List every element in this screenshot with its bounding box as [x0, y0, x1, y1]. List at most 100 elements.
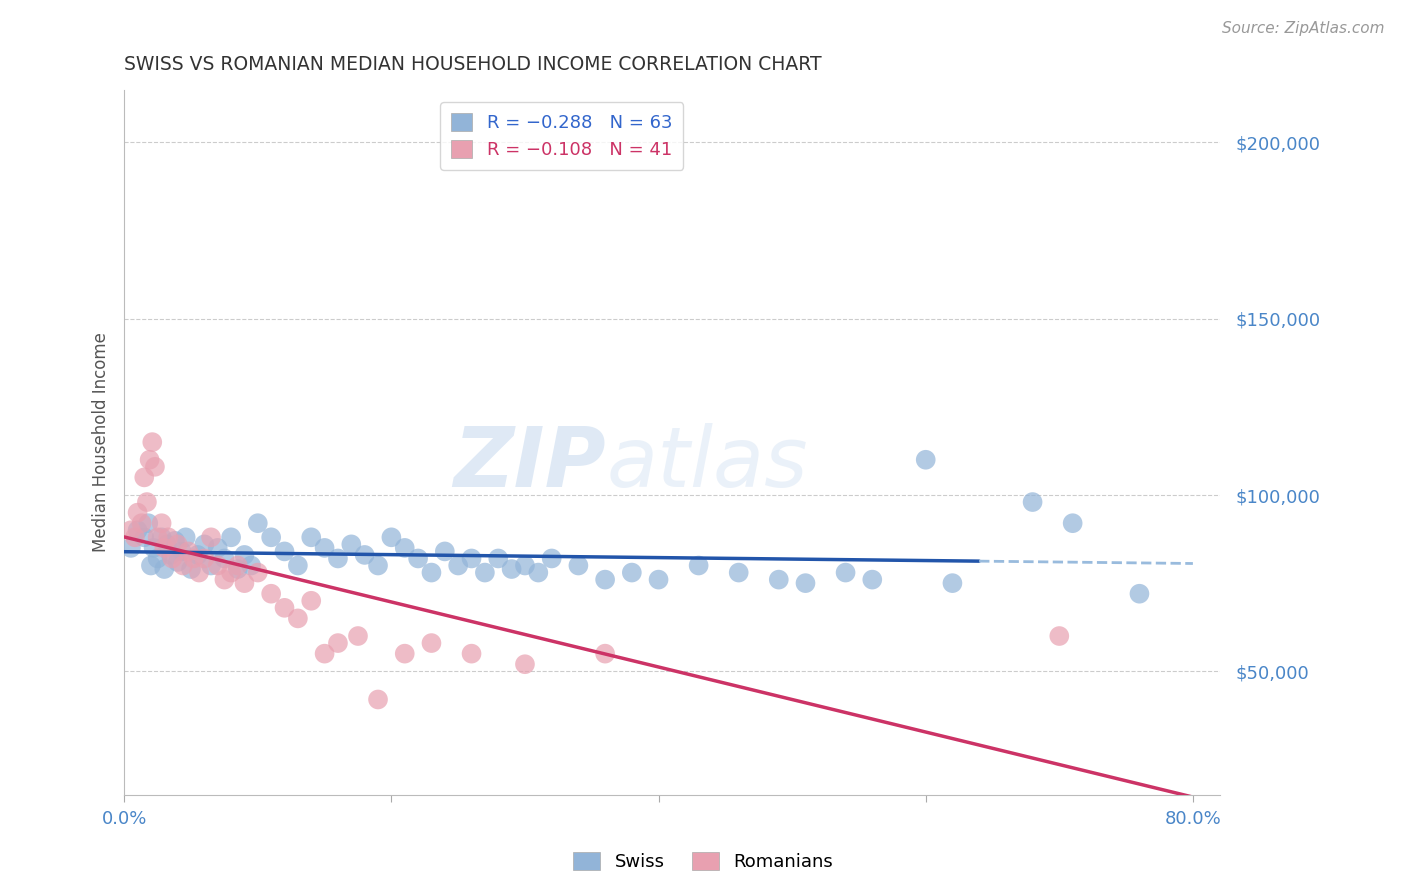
Point: [150, 516, 173, 531]
Point: [134, 470, 156, 484]
Point: [567, 558, 589, 573]
Point: [160, 548, 183, 562]
Point: [200, 530, 222, 544]
Point: [226, 562, 249, 576]
Point: [170, 544, 193, 558]
Point: [127, 523, 149, 537]
Point: [727, 566, 749, 580]
Point: [136, 516, 159, 531]
Point: [260, 530, 283, 544]
Point: [139, 558, 162, 573]
Point: [157, 530, 180, 544]
Point: [219, 566, 242, 580]
Point: [120, 541, 142, 555]
Point: [941, 576, 963, 591]
Y-axis label: Median Household Income: Median Household Income: [93, 332, 110, 552]
Point: [367, 692, 389, 706]
Point: [207, 541, 229, 555]
Point: [207, 558, 229, 573]
Text: ZIP: ZIP: [454, 423, 606, 504]
Point: [394, 647, 416, 661]
Point: [287, 611, 309, 625]
Point: [1047, 629, 1070, 643]
Point: [120, 523, 142, 537]
Point: [353, 548, 375, 562]
Point: [138, 452, 160, 467]
Point: [214, 551, 236, 566]
Point: [299, 530, 322, 544]
Point: [233, 548, 256, 562]
Point: [214, 573, 236, 587]
Point: [193, 537, 215, 551]
Point: [513, 558, 536, 573]
Point: [1021, 495, 1043, 509]
Point: [367, 558, 389, 573]
Point: [180, 562, 202, 576]
Point: [260, 587, 283, 601]
Point: [647, 573, 669, 587]
Point: [501, 562, 523, 576]
Point: [420, 566, 443, 580]
Point: [527, 566, 550, 580]
Text: atlas: atlas: [606, 423, 808, 504]
Point: [394, 541, 416, 555]
Point: [486, 551, 509, 566]
Point: [187, 548, 209, 562]
Point: [273, 600, 295, 615]
Point: [447, 558, 470, 573]
Point: [233, 576, 256, 591]
Point: [183, 551, 205, 566]
Text: Source: ZipAtlas.com: Source: ZipAtlas.com: [1222, 21, 1385, 36]
Point: [174, 530, 197, 544]
Point: [193, 551, 215, 566]
Point: [153, 541, 176, 555]
Point: [287, 558, 309, 573]
Point: [162, 551, 184, 566]
Text: SWISS VS ROMANIAN MEDIAN HOUSEHOLD INCOME CORRELATION CHART: SWISS VS ROMANIAN MEDIAN HOUSEHOLD INCOM…: [124, 55, 823, 74]
Point: [593, 647, 616, 661]
Point: [620, 566, 643, 580]
Point: [314, 647, 336, 661]
Point: [460, 647, 482, 661]
Point: [246, 516, 269, 531]
Point: [433, 544, 456, 558]
Point: [219, 530, 242, 544]
Point: [136, 495, 159, 509]
Point: [326, 551, 349, 566]
Legend: R = −0.288   N = 63, R = −0.108   N = 41: R = −0.288 N = 63, R = −0.108 N = 41: [440, 103, 683, 169]
Point: [134, 530, 156, 544]
Point: [914, 452, 936, 467]
Point: [146, 551, 169, 566]
Point: [150, 530, 173, 544]
Point: [163, 533, 186, 548]
Point: [142, 541, 165, 555]
Point: [200, 558, 222, 573]
Point: [177, 544, 200, 558]
Point: [226, 558, 249, 573]
Point: [156, 537, 179, 551]
Point: [240, 558, 263, 573]
Legend: Swiss, Romanians: Swiss, Romanians: [565, 845, 841, 879]
Point: [299, 594, 322, 608]
Point: [153, 562, 176, 576]
Point: [540, 551, 562, 566]
Point: [794, 576, 817, 591]
Point: [166, 537, 188, 551]
Point: [141, 435, 163, 450]
Point: [166, 555, 188, 569]
Point: [143, 459, 166, 474]
Point: [768, 573, 790, 587]
Point: [326, 636, 349, 650]
Point: [420, 636, 443, 650]
Point: [124, 530, 146, 544]
Point: [474, 566, 496, 580]
Point: [406, 551, 429, 566]
Point: [131, 516, 153, 531]
Point: [273, 544, 295, 558]
Point: [460, 551, 482, 566]
Point: [146, 530, 169, 544]
Point: [834, 566, 856, 580]
Point: [593, 573, 616, 587]
Point: [380, 530, 402, 544]
Point: [347, 629, 370, 643]
